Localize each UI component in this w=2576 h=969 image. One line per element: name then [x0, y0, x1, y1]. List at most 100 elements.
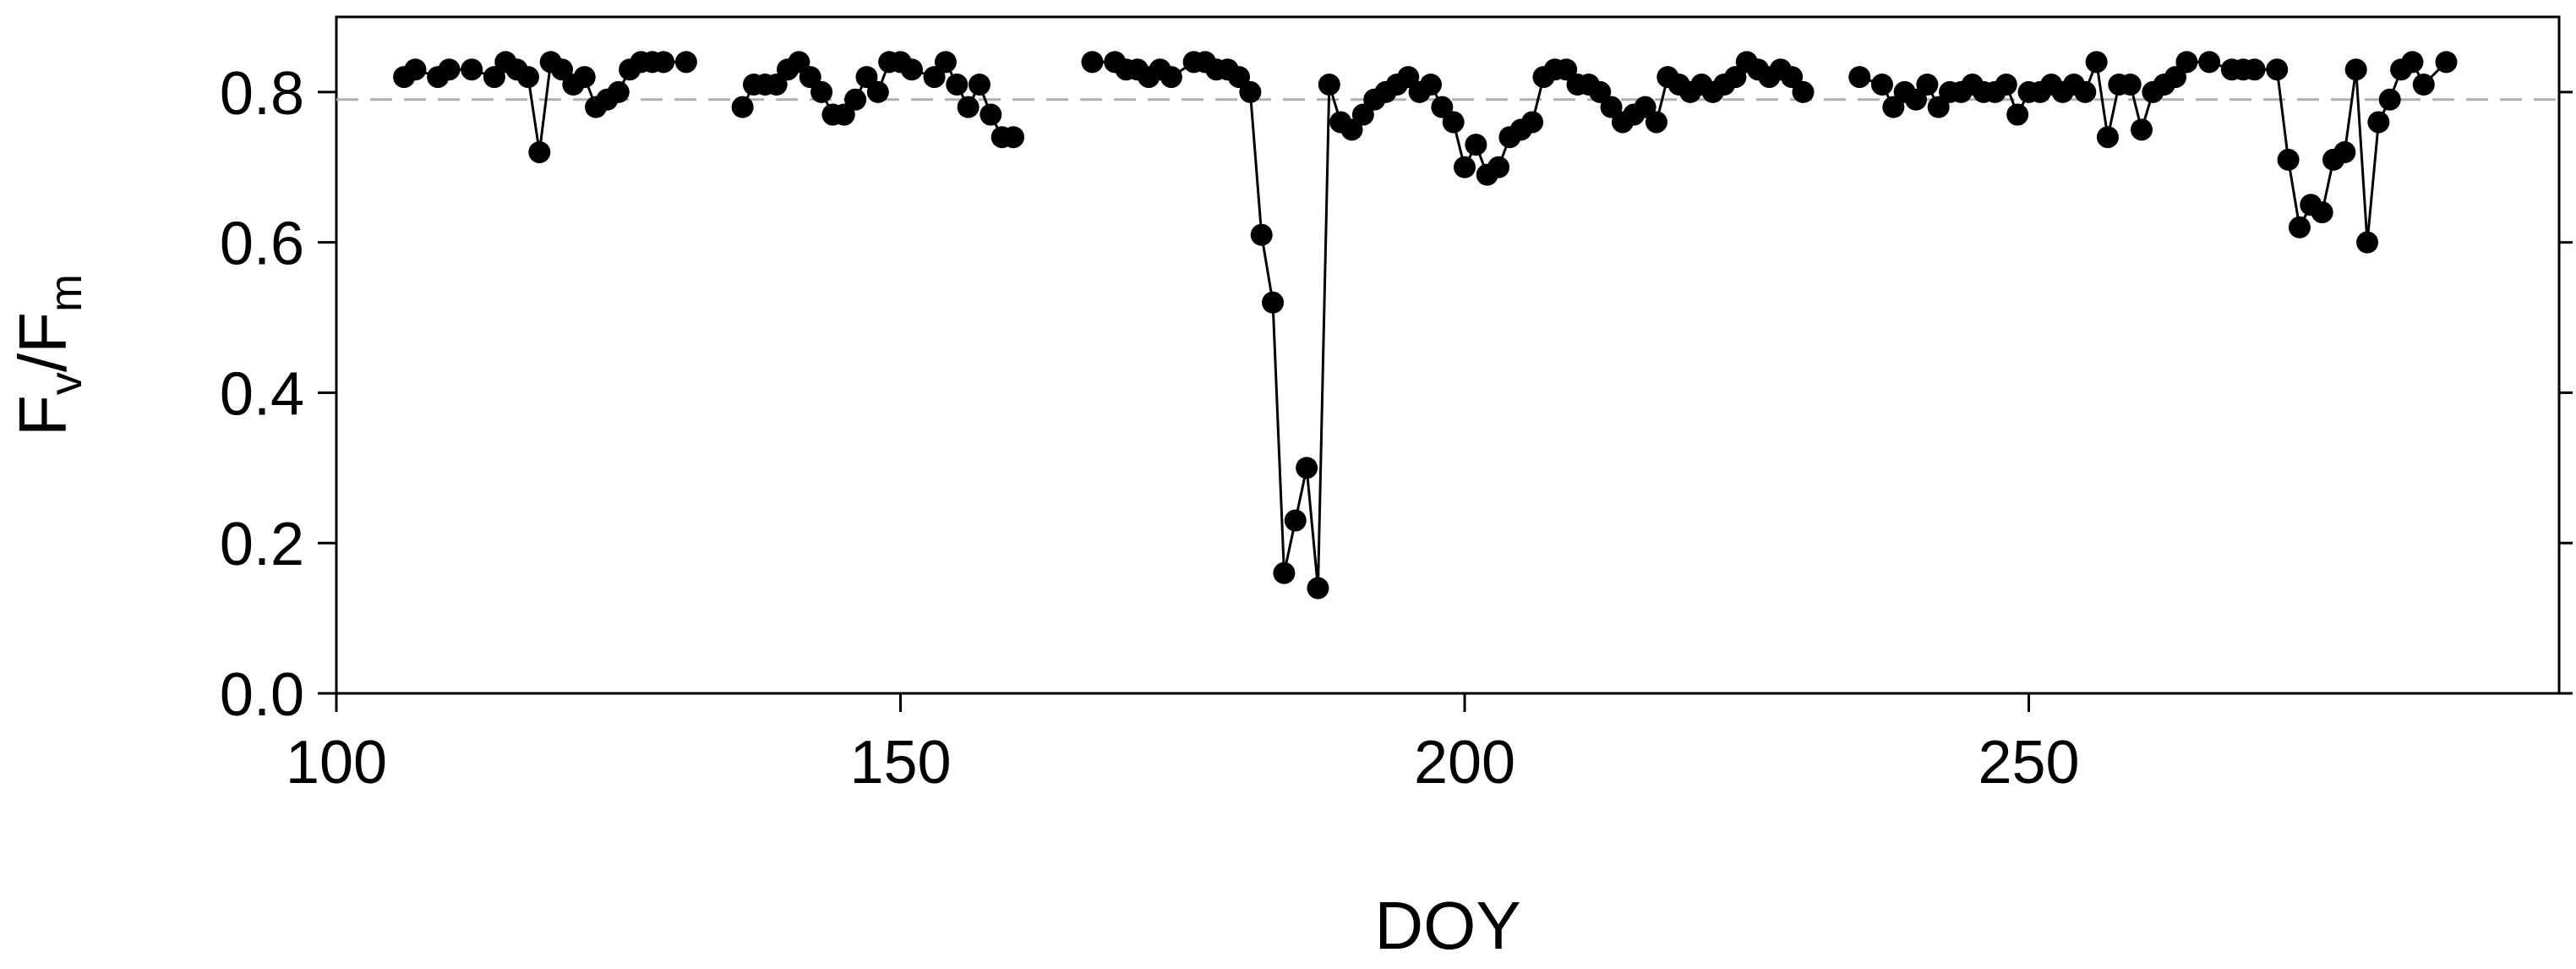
data-point [1882, 96, 1905, 118]
data-point [2367, 111, 2390, 134]
data-point [2277, 148, 2300, 171]
data-point [652, 51, 675, 74]
data-point [2333, 141, 2356, 163]
data-point [2401, 51, 2424, 74]
data-point [1487, 156, 1510, 178]
data-point [799, 66, 821, 89]
data-point [1905, 88, 1928, 111]
data-point [866, 80, 889, 103]
y-tick-label: 0.4 [220, 360, 304, 428]
data-point [1250, 223, 1273, 246]
data-point [2378, 88, 2401, 111]
y-tick-label: 0.2 [220, 511, 304, 578]
data-point [957, 96, 980, 118]
data-point [968, 74, 991, 96]
data-point [1781, 66, 1804, 89]
data-point [900, 58, 923, 81]
data-point [1262, 291, 1285, 314]
data-point [1848, 66, 1871, 89]
data-point [1419, 74, 1442, 96]
data-point [1351, 103, 1374, 126]
data-point [2311, 201, 2333, 224]
data-point [980, 103, 1002, 126]
data-point [461, 58, 483, 81]
data-point [1454, 156, 1476, 178]
data-point [1995, 74, 2017, 96]
y-axis-title: Fv/Fm [5, 274, 91, 436]
y-tick-label: 0.8 [220, 60, 304, 128]
series-line-segment [1092, 60, 1804, 589]
data-point [1160, 66, 1182, 89]
data-point [810, 80, 833, 103]
data-point [1239, 80, 1262, 103]
data-point [1340, 118, 1363, 141]
data-point [1645, 111, 1667, 134]
data-point [832, 103, 855, 126]
data-point [2288, 216, 2311, 238]
x-axis-title: DOY [1374, 888, 1520, 963]
data-point [1273, 561, 1296, 584]
data-point [2131, 118, 2153, 141]
data-point [1397, 66, 1420, 89]
plot-frame [335, 15, 2561, 695]
data-point [2243, 58, 2266, 81]
data-point [1002, 126, 1025, 149]
data-point [1296, 457, 1318, 479]
data-point [1521, 111, 1544, 134]
x-tick-label: 150 [849, 729, 951, 797]
data-point [731, 96, 754, 118]
data-point [788, 51, 810, 74]
data-point [2175, 51, 2198, 74]
y-axis: 0.0 0.2 0.4 0.6 0.8 [220, 60, 2573, 729]
data-point [923, 66, 946, 89]
data-point [2344, 58, 2367, 81]
data-point [404, 58, 427, 81]
data-point [2096, 126, 2119, 149]
data-point [1724, 66, 1747, 89]
data-point [855, 66, 878, 89]
data-point [1318, 74, 1340, 96]
data-point [2198, 51, 2221, 74]
data-point [1927, 96, 1950, 118]
data-point [551, 58, 574, 81]
x-axis: 100 150 200 250 [286, 693, 2080, 797]
data-point [2356, 231, 2379, 254]
data-point [1431, 96, 1454, 118]
data-point [1465, 134, 1487, 156]
data-point [573, 66, 596, 89]
data-point [2085, 51, 2108, 74]
data-points [393, 51, 2458, 599]
x-tick-label: 250 [1978, 729, 2079, 797]
data-point [1284, 509, 1307, 532]
data-point [438, 58, 461, 81]
data-point [765, 74, 788, 96]
y-tick-label: 0.6 [220, 211, 304, 278]
data-point [1081, 51, 1104, 74]
data-point [1916, 74, 1939, 96]
data-point [607, 80, 630, 103]
data-point [2119, 74, 2142, 96]
data-point [1870, 74, 1893, 96]
data-point [2164, 66, 2187, 89]
data-point [1307, 577, 1329, 599]
data-point [1600, 96, 1623, 118]
data-point [1792, 80, 1815, 103]
y-tick-label: 0.0 [220, 661, 304, 729]
data-point [844, 88, 867, 111]
series-lines [403, 57, 2448, 589]
data-point [674, 51, 697, 74]
data-point [1634, 96, 1656, 118]
data-point [2074, 80, 2097, 103]
data-point [1555, 58, 1578, 81]
data-point [1442, 111, 1465, 134]
data-point [516, 66, 539, 89]
x-tick-label: 100 [286, 729, 387, 797]
data-point [483, 66, 505, 89]
data-point [2412, 74, 2435, 96]
data-point [1589, 80, 1612, 103]
data-point [2266, 58, 2289, 81]
data-point [1228, 66, 1251, 89]
data-point [2006, 103, 2029, 126]
data-point [934, 51, 957, 74]
